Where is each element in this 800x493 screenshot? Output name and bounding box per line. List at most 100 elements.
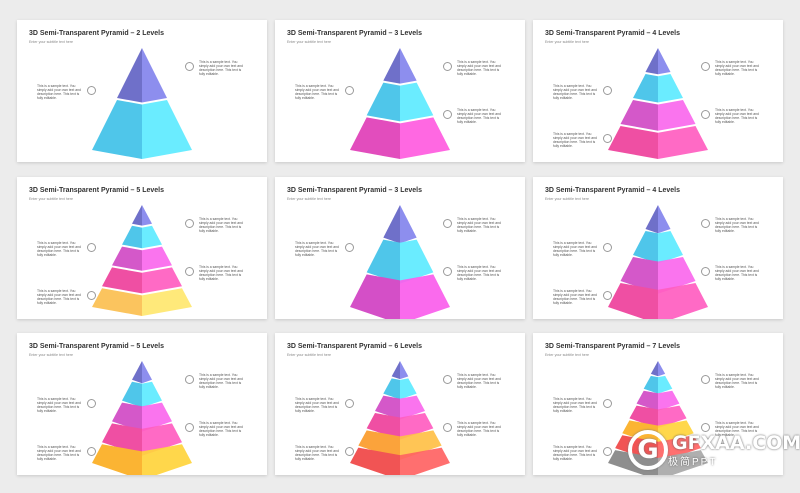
- pyramid-level-left-face: [366, 82, 400, 122]
- pyramid-level-right-face: [400, 82, 434, 122]
- level-description: This is a sample text. You simply add yo…: [715, 60, 759, 76]
- slide-title: 3D Semi-Transparent Pyramid – 5 Levels: [29, 343, 165, 350]
- level-description: This is a sample text. You simply add yo…: [37, 84, 81, 100]
- pyramid-level-right-face: [142, 444, 192, 475]
- pyramid-graphic: [350, 205, 450, 319]
- pyramid-level-left-face: [366, 413, 400, 440]
- pyramid-level-right-face: [400, 447, 450, 475]
- pyramid-level-left-face: [350, 117, 400, 159]
- pyramid-level-right-face: [142, 381, 162, 408]
- level-description: This is a sample text. You simply add yo…: [37, 445, 81, 461]
- level-description: This is a sample text. You simply add yo…: [199, 373, 243, 389]
- level-description: This is a sample text. You simply add yo…: [715, 108, 759, 124]
- watermark-text: GFXAA.COM: [672, 431, 800, 454]
- pyramid-level-right-face: [400, 205, 417, 244]
- slide-grid: 3D Semi-Transparent Pyramid – 2 Levels En…: [17, 20, 783, 475]
- level-description: This is a sample text. You simply add yo…: [199, 421, 243, 437]
- slide-5[interactable]: 3D Semi-Transparent Pyramid – 3 Levels En…: [275, 177, 525, 319]
- pyramid-level-left-face: [383, 378, 400, 400]
- slide-1[interactable]: 3D Semi-Transparent Pyramid – 2 Levels En…: [17, 20, 267, 162]
- pyramid-level-left-face: [620, 257, 658, 294]
- pyramid-level-left-face: [358, 430, 400, 460]
- level-icon: [701, 62, 710, 71]
- pyramid-graphic: [608, 205, 708, 319]
- pyramid-level-right-face: [658, 205, 671, 234]
- pyramid-level-left-face: [633, 231, 658, 264]
- level-description: This is a sample text. You simply add yo…: [457, 108, 501, 124]
- pyramid-level-right-face: [658, 48, 671, 75]
- pyramid-graphic: [350, 361, 450, 475]
- level-icon: [87, 399, 96, 408]
- slide-4[interactable]: 3D Semi-Transparent Pyramid – 5 Levels En…: [17, 177, 267, 319]
- slide-subtitle: Enter your subtitle text here: [545, 40, 589, 44]
- pyramid-level-left-face: [112, 246, 142, 271]
- pyramid-graphic: [92, 361, 192, 475]
- pyramid-level-right-face: [658, 74, 683, 103]
- pyramid-level-left-face: [629, 405, 658, 429]
- pyramid-level-left-face: [645, 48, 658, 75]
- slide-subtitle: Enter your subtitle text here: [287, 40, 331, 44]
- level-icon: [443, 267, 452, 276]
- level-description: This is a sample text. You simply add yo…: [715, 217, 759, 233]
- pyramid-level-right-face: [142, 205, 152, 226]
- level-icon: [443, 219, 452, 228]
- level-description: This is a sample text. You simply add yo…: [457, 421, 501, 437]
- watermark-logo: G: [628, 430, 668, 470]
- level-description: This is a sample text. You simply add yo…: [715, 373, 759, 389]
- level-icon: [87, 291, 96, 300]
- level-icon: [603, 291, 612, 300]
- slide-title: 3D Semi-Transparent Pyramid – 2 Levels: [29, 30, 165, 37]
- pyramid-level-right-face: [400, 274, 450, 319]
- level-icon: [185, 62, 194, 71]
- level-icon: [345, 243, 354, 252]
- pyramid-level-left-face: [383, 48, 400, 84]
- pyramid-level-left-face: [92, 100, 142, 159]
- pyramid-level-right-face: [658, 390, 680, 411]
- level-icon: [185, 219, 194, 228]
- level-description: This is a sample text. You simply add yo…: [553, 132, 597, 148]
- slide-6[interactable]: 3D Semi-Transparent Pyramid – 4 Levels En…: [533, 177, 783, 319]
- level-icon: [603, 86, 612, 95]
- pyramid-level-right-face: [658, 450, 708, 475]
- slide-3[interactable]: 3D Semi-Transparent Pyramid – 4 Levels En…: [533, 20, 783, 162]
- level-description: This is a sample text. You simply add yo…: [457, 60, 501, 76]
- level-description: This is a sample text. You simply add yo…: [37, 289, 81, 305]
- level-icon: [185, 267, 194, 276]
- level-icon: [443, 375, 452, 384]
- level-icon: [345, 447, 354, 456]
- pyramid-level-right-face: [658, 420, 694, 446]
- pyramid-level-right-face: [658, 435, 701, 463]
- pyramid-level-right-face: [142, 48, 167, 103]
- level-icon: [603, 399, 612, 408]
- pyramid-level-right-face: [658, 405, 687, 429]
- pyramid-level-right-face: [400, 48, 417, 84]
- level-description: This is a sample text. You simply add yo…: [199, 217, 243, 233]
- slide-title: 3D Semi-Transparent Pyramid – 3 Levels: [287, 187, 423, 194]
- pyramid-level-left-face: [117, 48, 142, 103]
- level-description: This is a sample text. You simply add yo…: [199, 265, 243, 281]
- pyramid-level-left-face: [608, 126, 658, 159]
- pyramid-level-left-face: [92, 444, 142, 475]
- level-description: This is a sample text. You simply add yo…: [553, 84, 597, 100]
- level-description: This is a sample text. You simply add yo…: [457, 373, 501, 389]
- slide-title: 3D Semi-Transparent Pyramid – 4 Levels: [545, 187, 681, 194]
- pyramid-level-left-face: [92, 288, 142, 316]
- slide-subtitle: Enter your subtitle text here: [287, 197, 331, 201]
- level-icon: [603, 447, 612, 456]
- level-description: This is a sample text. You simply add yo…: [295, 397, 339, 413]
- level-description: This is a sample text. You simply add yo…: [295, 84, 339, 100]
- level-icon: [701, 375, 710, 384]
- pyramid-level-left-face: [122, 381, 142, 408]
- slide-2[interactable]: 3D Semi-Transparent Pyramid – 3 Levels En…: [275, 20, 525, 162]
- slide-8[interactable]: 3D Semi-Transparent Pyramid – 6 Levels En…: [275, 333, 525, 475]
- level-icon: [345, 86, 354, 95]
- level-icon: [443, 62, 452, 71]
- pyramid-graphic: [608, 48, 708, 159]
- pyramid-level-right-face: [658, 100, 696, 131]
- level-icon: [185, 375, 194, 384]
- pyramid-level-left-face: [350, 447, 400, 475]
- pyramid-graphic: [350, 48, 450, 159]
- slide-7[interactable]: 3D Semi-Transparent Pyramid – 5 Levels En…: [17, 333, 267, 475]
- level-description: This is a sample text. You simply add yo…: [715, 421, 759, 437]
- level-icon: [87, 243, 96, 252]
